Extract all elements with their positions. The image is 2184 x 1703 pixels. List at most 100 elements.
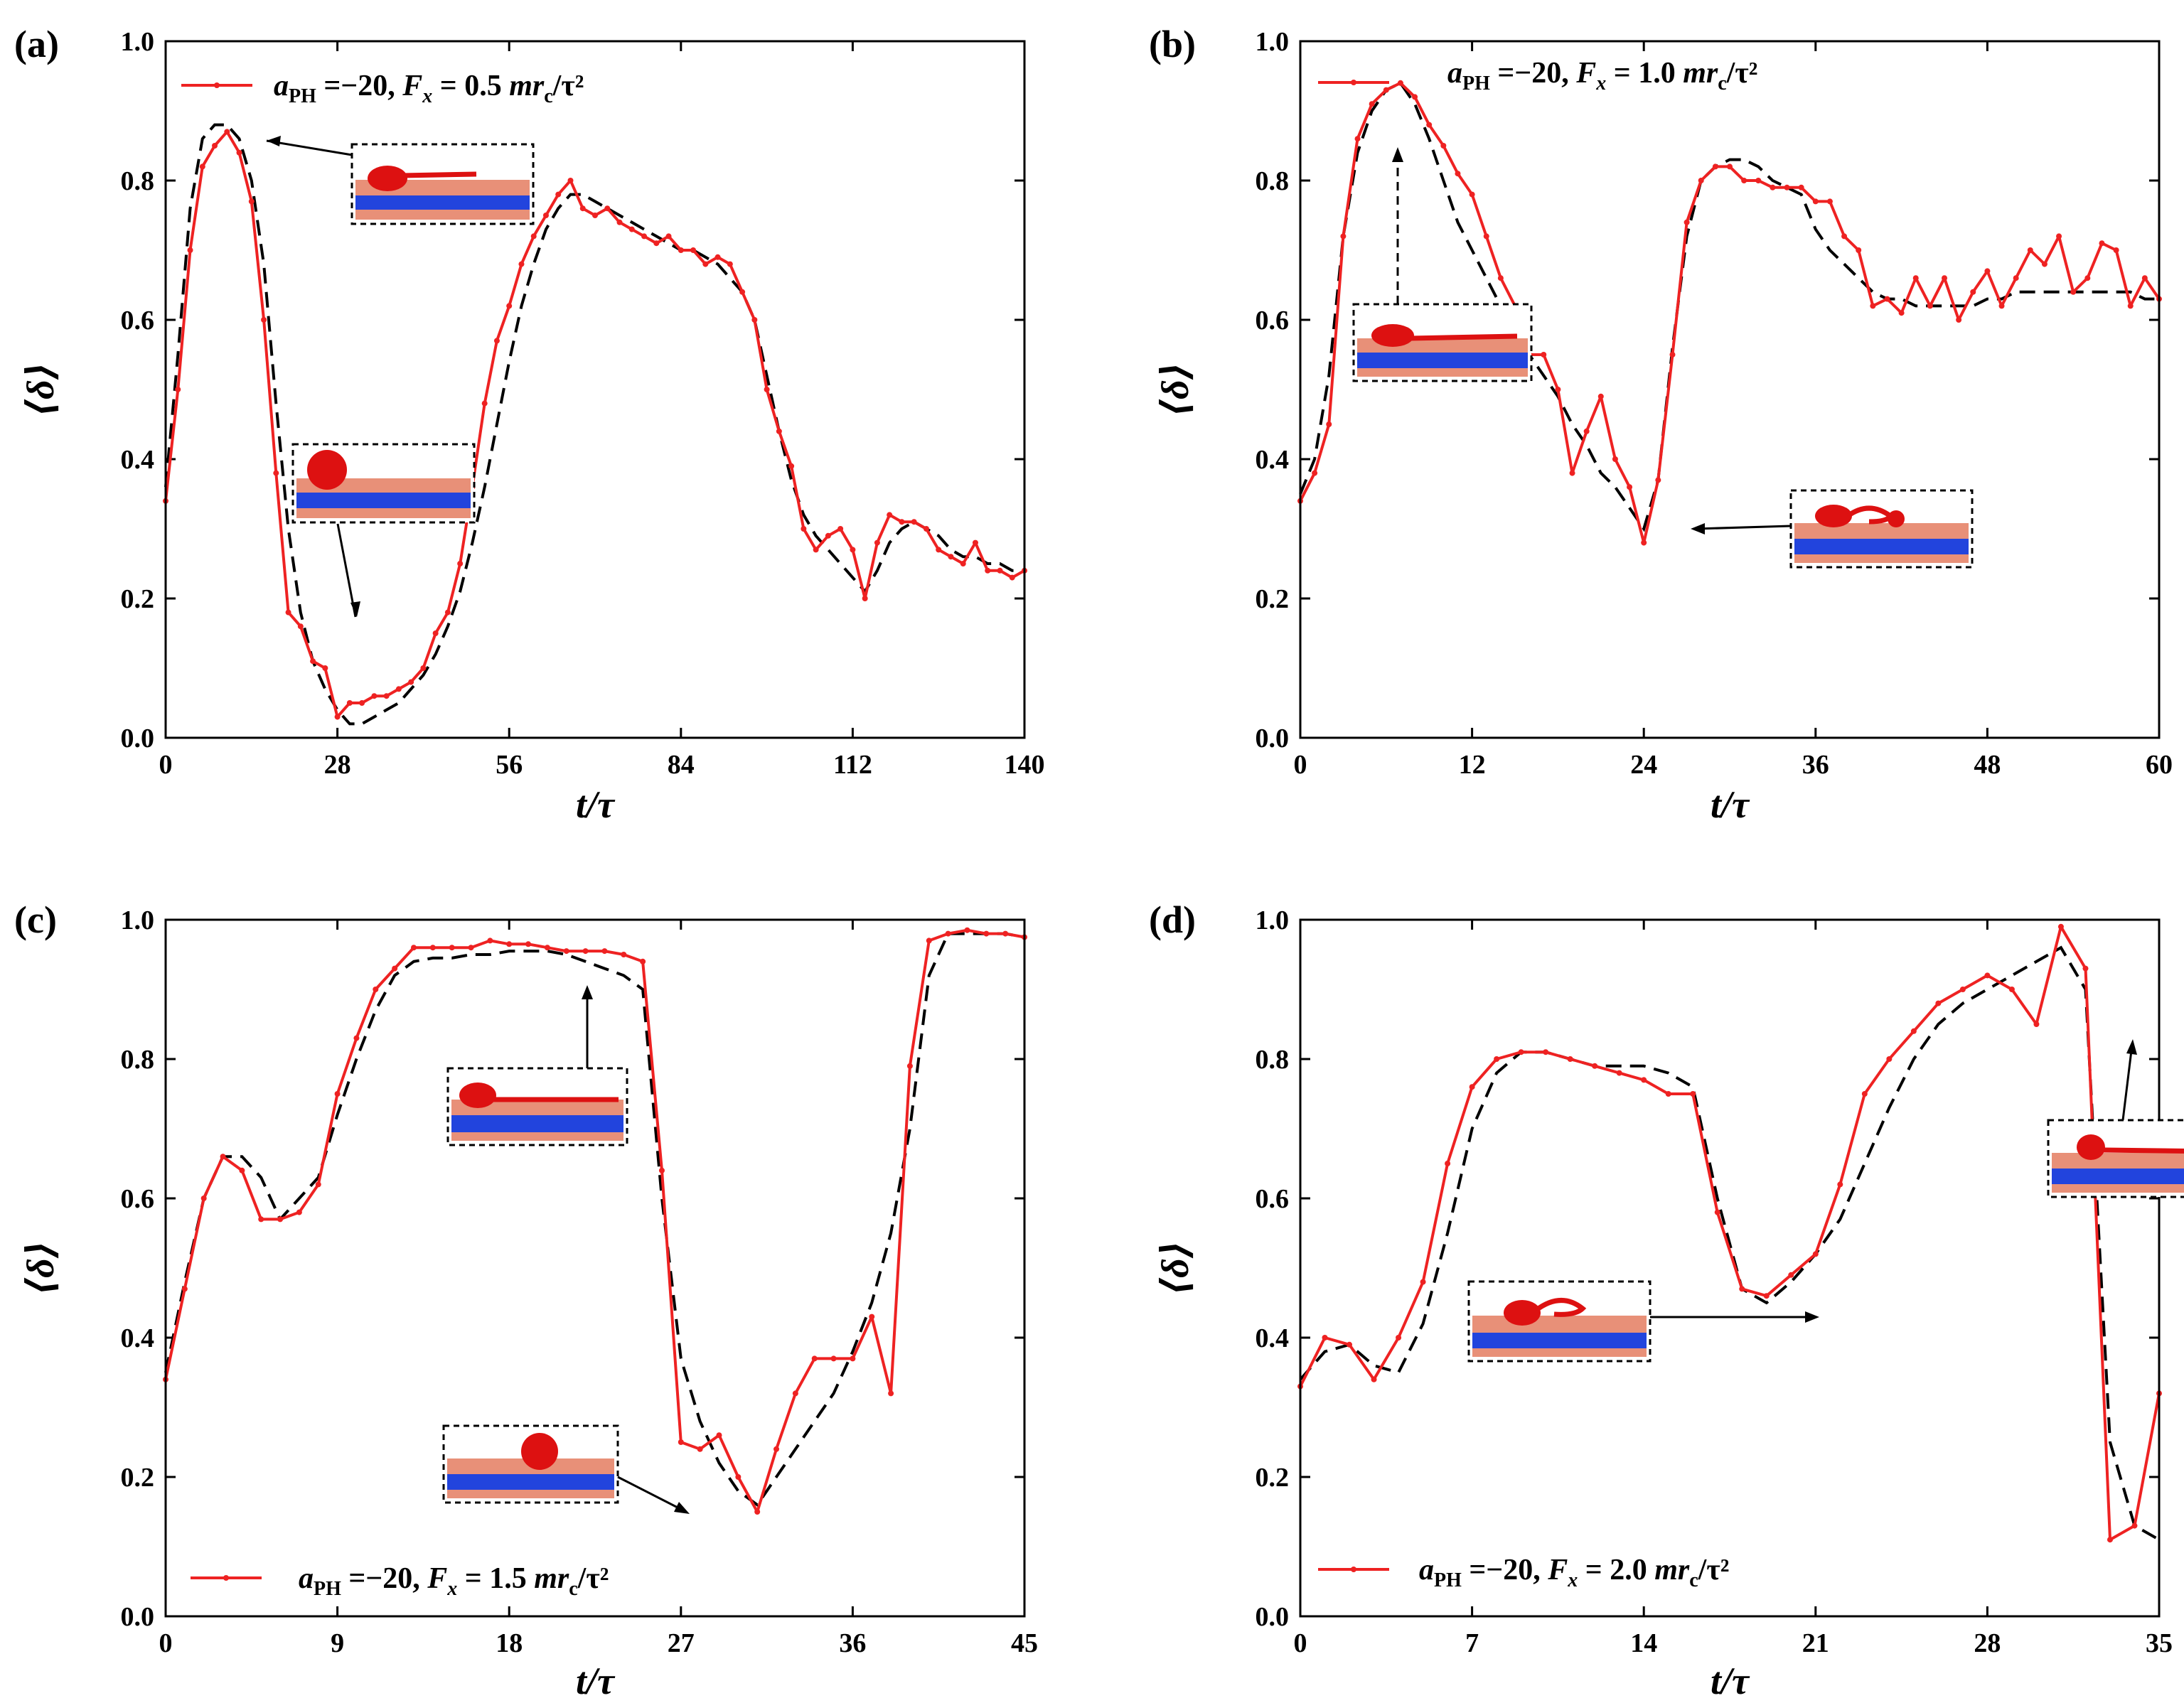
sim-point-a-46 (727, 261, 733, 267)
sim-point-c-8 (315, 1181, 321, 1188)
sim-point-b-17 (1541, 352, 1547, 358)
sim-point-b-24 (1641, 539, 1647, 546)
sim-point-a-35 (592, 213, 598, 218)
annotation-arrow-b2 (1696, 525, 1792, 530)
sim-point-a-28 (506, 303, 513, 309)
x-axis-title-a: t/τ (576, 783, 616, 826)
x-tick-label-d-4: 28 (1974, 1628, 2001, 1658)
sim-point-b-11 (1455, 171, 1461, 177)
x-tick-label-b-4: 48 (1974, 750, 2001, 780)
y-tick-label-d-2: 0.4 (1256, 1323, 1290, 1353)
fit-series-line-c (164, 932, 1025, 1508)
sim-point-b-12 (1469, 191, 1475, 198)
y-tick-label-d-5: 1.0 (1256, 906, 1290, 935)
sim-point-a-4 (212, 143, 218, 149)
sim-point-a-40 (653, 240, 660, 247)
sim-point-b-54 (2070, 289, 2077, 295)
sim-point-a-55 (837, 526, 844, 532)
sim-point-c-9 (334, 1091, 341, 1097)
y-tick-label-a-2: 0.4 (121, 445, 155, 475)
inset-elongated-c (446, 1067, 628, 1146)
sim-point-c-19 (525, 941, 532, 947)
ticks-group-d: 0 7 14 21 28 35 0.0 0.2 0.4 0.6 0.8 1.0 (1256, 906, 2173, 1658)
x-tick-label-c-3: 27 (668, 1628, 695, 1658)
sim-point-a-65 (960, 561, 966, 566)
sim-point-b-2 (1326, 421, 1332, 427)
x-tick-label-d-1: 7 (1465, 1628, 1479, 1658)
sim-point-a-45 (714, 254, 721, 260)
axis-frame-a (164, 40, 1026, 739)
x-tick-label-c-1: 9 (331, 1628, 344, 1658)
sim-point-d-6 (1445, 1161, 1451, 1166)
x-axis-title-c: t/τ (576, 1660, 616, 1702)
sim-layer-b (1297, 80, 2162, 546)
sim-point-b-3 (1340, 233, 1347, 240)
legend-b: aPH =−20, Fx = 1.0 mrc/τ² (1318, 57, 1757, 95)
sim-point-b-14 (1497, 275, 1504, 281)
x-tick-label-b-3: 36 (1802, 750, 1829, 780)
sim-point-a-18 (383, 693, 390, 699)
legend-c: aPH =−20, Fx = 1.5 mrc/τ² (191, 1562, 609, 1600)
sim-point-a-30 (530, 233, 537, 240)
sim-series-line-a (164, 130, 1025, 719)
sim-point-a-39 (641, 233, 648, 240)
sim-point-d-3 (1371, 1376, 1377, 1382)
y-tick-label-b-3: 0.6 (1256, 306, 1290, 335)
sim-point-b-41 (1884, 296, 1890, 302)
sim-point-d-32 (2082, 965, 2089, 972)
sim-point-d-23 (1861, 1091, 1868, 1097)
sim-point-a-66 (972, 539, 978, 546)
sim-point-b-50 (2013, 275, 2019, 281)
sim-point-b-20 (1583, 428, 1590, 434)
sim-point-d-15 (1665, 1091, 1671, 1097)
y-tick-label-c-2: 0.4 (121, 1323, 155, 1353)
y-tick-label-a-4: 0.8 (121, 166, 155, 196)
sim-point-a-2 (187, 247, 193, 253)
sim-point-c-26 (658, 1167, 665, 1173)
sim-point-c-11 (373, 987, 379, 992)
sim-point-a-62 (923, 526, 929, 532)
sim-point-a-34 (579, 205, 586, 212)
y-tick-label-c-5: 1.0 (121, 906, 155, 935)
panel-label-a: (a) (14, 23, 59, 65)
x-tick-label-a-2: 56 (496, 750, 523, 780)
sim-point-a-14 (334, 714, 341, 720)
sim-point-c-13 (410, 945, 417, 951)
sim-point-d-31 (2057, 923, 2064, 930)
sim-point-a-52 (801, 526, 807, 532)
ticks-group-b: 0 12 24 36 48 60 0.0 0.2 0.4 0.6 0.8 1.0 (1256, 27, 2173, 780)
x-tick-label-b-0: 0 (1294, 750, 1307, 780)
sim-point-a-21 (420, 665, 427, 671)
y-tick-label-c-3: 0.6 (121, 1184, 155, 1214)
sim-point-a-43 (690, 247, 697, 253)
fit-layer-a (164, 123, 1024, 726)
sim-point-a-68 (997, 567, 1003, 574)
y-tick-label-c-0: 0.0 (121, 1602, 155, 1632)
y-tick-label-d-3: 0.6 (1256, 1184, 1290, 1214)
sim-point-a-19 (395, 686, 402, 692)
sim-point-a-37 (616, 219, 623, 225)
x-tick-label-d-0: 0 (1294, 1628, 1307, 1658)
sim-point-a-51 (788, 463, 795, 469)
sim-point-b-32 (1755, 178, 1762, 183)
chain-globule (368, 166, 407, 191)
sim-point-b-19 (1569, 470, 1575, 476)
y-tick-label-a-0: 0.0 (121, 724, 155, 753)
legend-marker-a (214, 82, 220, 88)
sim-point-a-13 (322, 665, 328, 671)
sim-point-b-49 (1998, 303, 2005, 309)
sim-point-a-15 (346, 700, 353, 706)
sim-point-a-54 (825, 532, 831, 539)
sim-point-d-20 (1788, 1272, 1794, 1278)
sim-point-d-33 (2107, 1537, 2113, 1543)
fit-layer-b (1299, 81, 2159, 532)
sim-point-b-56 (2099, 240, 2105, 247)
sim-point-a-22 (432, 630, 439, 636)
sim-point-b-23 (1627, 484, 1633, 490)
legend-d: aPH =−20, Fx = 2.0 mrc/τ² (1318, 1554, 1729, 1591)
sim-point-c-41 (945, 930, 951, 937)
sim-point-d-1 (1322, 1335, 1328, 1341)
sim-point-b-53 (2056, 233, 2062, 240)
panel-label-d: (d) (1149, 898, 1196, 941)
y-axis-title-b: ⟨δ⟩ (1154, 362, 1197, 417)
